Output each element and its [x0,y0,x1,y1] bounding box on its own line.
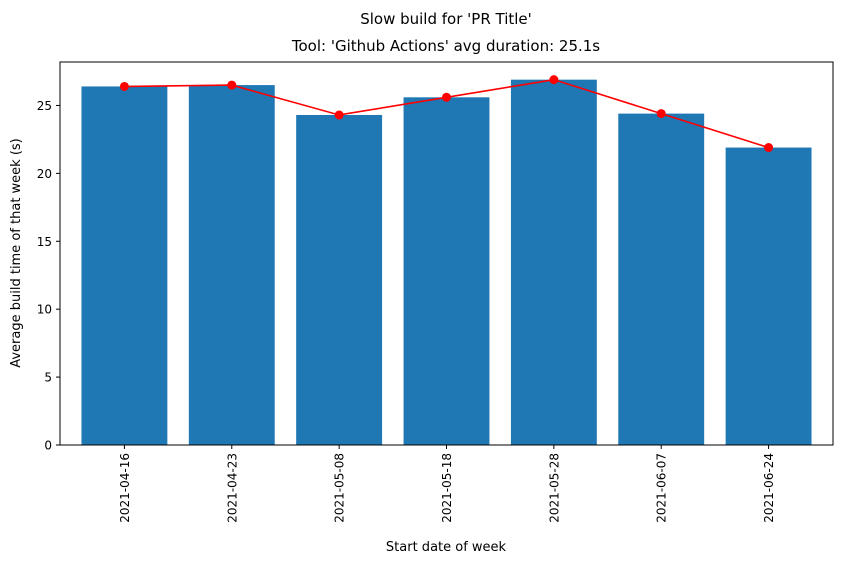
bar-2021-04-23 [188,85,275,445]
y-tick-label: 15 [37,235,52,249]
x-tick-label: 2021-04-23 [225,453,239,523]
bar-2021-05-28 [510,79,597,445]
y-tick-label: 25 [37,99,52,113]
y-tick-label: 10 [37,303,52,317]
x-tick-label: 2021-04-16 [118,453,132,523]
bar-2021-05-08 [296,114,383,445]
bar-2021-06-24 [725,147,812,445]
y-tick-label: 5 [44,371,52,385]
y-tick-label: 0 [44,439,52,453]
x-tick-label: 2021-05-18 [440,453,454,523]
x-axis-label: Start date of week [386,540,507,555]
bar-2021-05-18 [403,97,490,445]
chart-title: Tool: 'Github Actions' avg duration: 25.… [291,37,600,55]
trend-point-2021-05-28 [549,75,559,85]
trend-point-2021-06-24 [764,143,774,153]
trend-point-2021-05-18 [442,92,451,102]
y-axis-label: Average build time of that week (s) [9,138,24,368]
x-tick-label: 2021-06-24 [762,453,776,523]
x-tick-label: 2021-06-07 [655,453,669,523]
y-axis: 0 5 10 15 20 25 [37,99,60,453]
trend-point-2021-04-16 [119,81,129,91]
x-tick-label: 2021-05-08 [333,453,347,523]
y-tick-label: 20 [37,167,52,181]
line-layer [119,75,774,153]
bars-layer [81,79,812,446]
trend-point-2021-04-23 [227,80,237,90]
x-tick-label: 2021-05-28 [547,453,561,523]
bar-2021-04-16 [81,86,168,445]
chart-suptitle: Slow build for 'PR Title' [360,10,532,28]
trend-point-2021-06-07 [656,109,666,119]
x-axis: 2021-04-16 2021-04-23 2021-05-08 2021-05-18… [118,445,776,523]
trend-point-2021-05-08 [334,110,344,120]
bar-2021-06-07 [618,113,705,446]
